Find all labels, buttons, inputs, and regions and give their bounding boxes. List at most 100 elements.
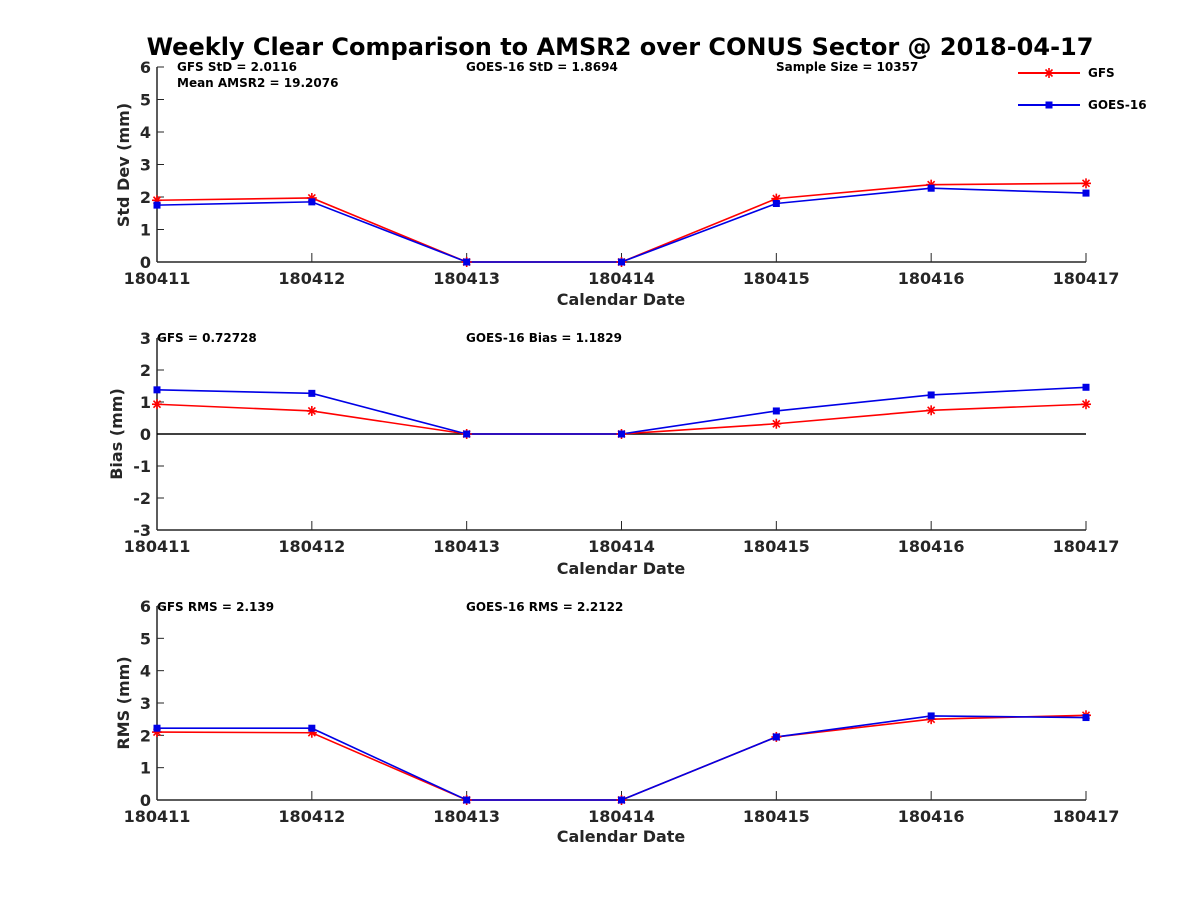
x-axis-label: Calendar Date bbox=[557, 559, 686, 578]
annotation-gfs-std: GFS StD = 2.0116 bbox=[177, 60, 297, 74]
x-tick-label: 180417 bbox=[1053, 537, 1120, 556]
y-axis-label: Std Dev (mm) bbox=[114, 103, 133, 227]
legend-marker-goes bbox=[1045, 101, 1053, 109]
point-goes-16 bbox=[618, 258, 625, 266]
x-tick-label: 180416 bbox=[898, 537, 965, 556]
y-tick-label: 6 bbox=[140, 58, 151, 77]
point-goes-16 bbox=[927, 712, 935, 720]
y-tick-label: -3 bbox=[133, 521, 151, 540]
point-goes-16 bbox=[1082, 714, 1090, 722]
annotation-goes-std: GOES-16 StD = 1.8694 bbox=[466, 60, 618, 74]
point-goes-16 bbox=[1082, 383, 1090, 391]
legend-label-gfs: GFS bbox=[1088, 66, 1115, 80]
plot-area: 0 1 2 3 4 5 6 180411 180412 180413 180414 180415 180… bbox=[124, 597, 1120, 826]
y-tick-label: 3 bbox=[140, 329, 151, 348]
x-tick-label: 180414 bbox=[588, 807, 655, 826]
y-tick-label: 4 bbox=[140, 662, 151, 681]
y-axis-label: Bias (mm) bbox=[107, 388, 126, 480]
y-tick-label: 4 bbox=[140, 123, 151, 142]
y-tick-label: 5 bbox=[140, 91, 151, 110]
x-tick-label: 180411 bbox=[124, 807, 191, 826]
x-tick-label: 180411 bbox=[124, 269, 191, 288]
y-tick-label: 1 bbox=[140, 221, 151, 240]
y-tick-label: 0 bbox=[140, 791, 151, 810]
panel-rms: GFS RMS = 2.139 GOES-16 RMS = 2.2122 Cal… bbox=[114, 597, 1119, 846]
y-axis-label: RMS (mm) bbox=[114, 656, 133, 749]
point-goes-16 bbox=[772, 733, 780, 741]
panel-bias: GFS = 0.72728 GOES-16 Bias = 1.1829 Cale… bbox=[107, 329, 1119, 578]
figure-title: Weekly Clear Comparison to AMSR2 over CO… bbox=[147, 33, 1094, 61]
point-gfs bbox=[1081, 399, 1091, 410]
x-tick-label: 180411 bbox=[124, 537, 191, 556]
x-axis-label: Calendar Date bbox=[557, 827, 686, 846]
y-tick-label: 3 bbox=[140, 694, 151, 713]
x-tick-label: 180414 bbox=[588, 269, 655, 288]
y-tick-label: 2 bbox=[140, 726, 151, 745]
series-line-goes-16 bbox=[157, 715, 1087, 801]
x-tick-label: 180413 bbox=[433, 537, 500, 556]
point-gfs bbox=[1081, 178, 1091, 189]
y-tick-label: 2 bbox=[140, 361, 151, 380]
point-goes-16 bbox=[772, 200, 780, 207]
point-goes-16 bbox=[153, 386, 161, 394]
x-tick-label: 180415 bbox=[743, 269, 810, 288]
y-tick-label: 6 bbox=[140, 597, 151, 616]
legend-marker-gfs bbox=[1044, 68, 1054, 78]
y-tick-label: 5 bbox=[140, 629, 151, 648]
x-tick-label: 180412 bbox=[278, 537, 345, 556]
y-tick-label: 2 bbox=[140, 188, 151, 207]
point-goes-16 bbox=[308, 389, 316, 397]
annotation-goes-rms: GOES-16 RMS = 2.2122 bbox=[466, 600, 623, 614]
x-tick-label: 180413 bbox=[433, 269, 500, 288]
series-line-gfs bbox=[156, 182, 1087, 263]
point-goes-16 bbox=[153, 201, 161, 209]
panel-stddev: GFS StD = 2.0116 Mean AMSR2 = 19.2076 GO… bbox=[114, 58, 1119, 309]
annotation-gfs-rms: GFS RMS = 2.139 bbox=[157, 600, 274, 614]
y-tick-label: 0 bbox=[140, 425, 151, 444]
point-goes-16 bbox=[153, 724, 161, 732]
x-tick-label: 180415 bbox=[743, 537, 810, 556]
point-gfs bbox=[306, 405, 317, 416]
x-tick-label: 180417 bbox=[1053, 807, 1120, 826]
point-goes-16 bbox=[308, 724, 316, 732]
point-gfs bbox=[771, 418, 782, 429]
point-goes-16 bbox=[1082, 189, 1090, 197]
y-tick-label: 0 bbox=[140, 253, 151, 272]
point-gfs bbox=[926, 405, 937, 416]
point-goes-16 bbox=[772, 407, 780, 415]
y-tick-label: 1 bbox=[140, 393, 151, 412]
point-gfs bbox=[152, 399, 162, 410]
y-tick-label: -1 bbox=[133, 457, 151, 476]
x-tick-label: 180416 bbox=[898, 807, 965, 826]
legend: GFS GOES-16 bbox=[1018, 66, 1147, 112]
y-tick-label: 1 bbox=[140, 759, 151, 778]
y-tick-label: 3 bbox=[140, 156, 151, 175]
plot-area: 0 1 2 3 4 5 6 180411 180412 180413 180414 180415 180… bbox=[124, 58, 1120, 288]
point-goes-16 bbox=[463, 430, 471, 438]
y-tick-label: -2 bbox=[133, 489, 151, 508]
x-tick-label: 180412 bbox=[278, 807, 345, 826]
annotation-goes-bias: GOES-16 Bias = 1.1829 bbox=[466, 331, 622, 345]
annotation-sample-size: Sample Size = 10357 bbox=[776, 60, 918, 74]
x-tick-label: 180415 bbox=[743, 807, 810, 826]
legend-asterisk bbox=[1044, 68, 1054, 78]
point-goes-16 bbox=[308, 198, 316, 206]
x-tick-label: 180413 bbox=[433, 807, 500, 826]
x-tick-label: 180417 bbox=[1053, 269, 1120, 288]
point-goes-16 bbox=[618, 796, 625, 804]
legend-label-goes: GOES-16 bbox=[1088, 98, 1147, 112]
plot-area: -3 -2 -1 0 1 2 3 180411 180412 180413 180414 180415… bbox=[124, 329, 1120, 556]
annotation-mean-amsr2: Mean AMSR2 = 19.2076 bbox=[177, 76, 338, 90]
x-tick-label: 180412 bbox=[278, 269, 345, 288]
point-goes-16 bbox=[927, 391, 935, 399]
annotation-gfs-bias: GFS = 0.72728 bbox=[157, 331, 257, 345]
point-goes-16 bbox=[618, 430, 625, 438]
point-goes-16 bbox=[463, 796, 471, 804]
x-tick-label: 180416 bbox=[898, 269, 965, 288]
point-goes-16 bbox=[463, 258, 471, 266]
x-axis-label: Calendar Date bbox=[557, 290, 686, 309]
x-tick-label: 180414 bbox=[588, 537, 655, 556]
point-goes-16 bbox=[927, 184, 935, 192]
series-line-goes-16 bbox=[156, 187, 1087, 263]
